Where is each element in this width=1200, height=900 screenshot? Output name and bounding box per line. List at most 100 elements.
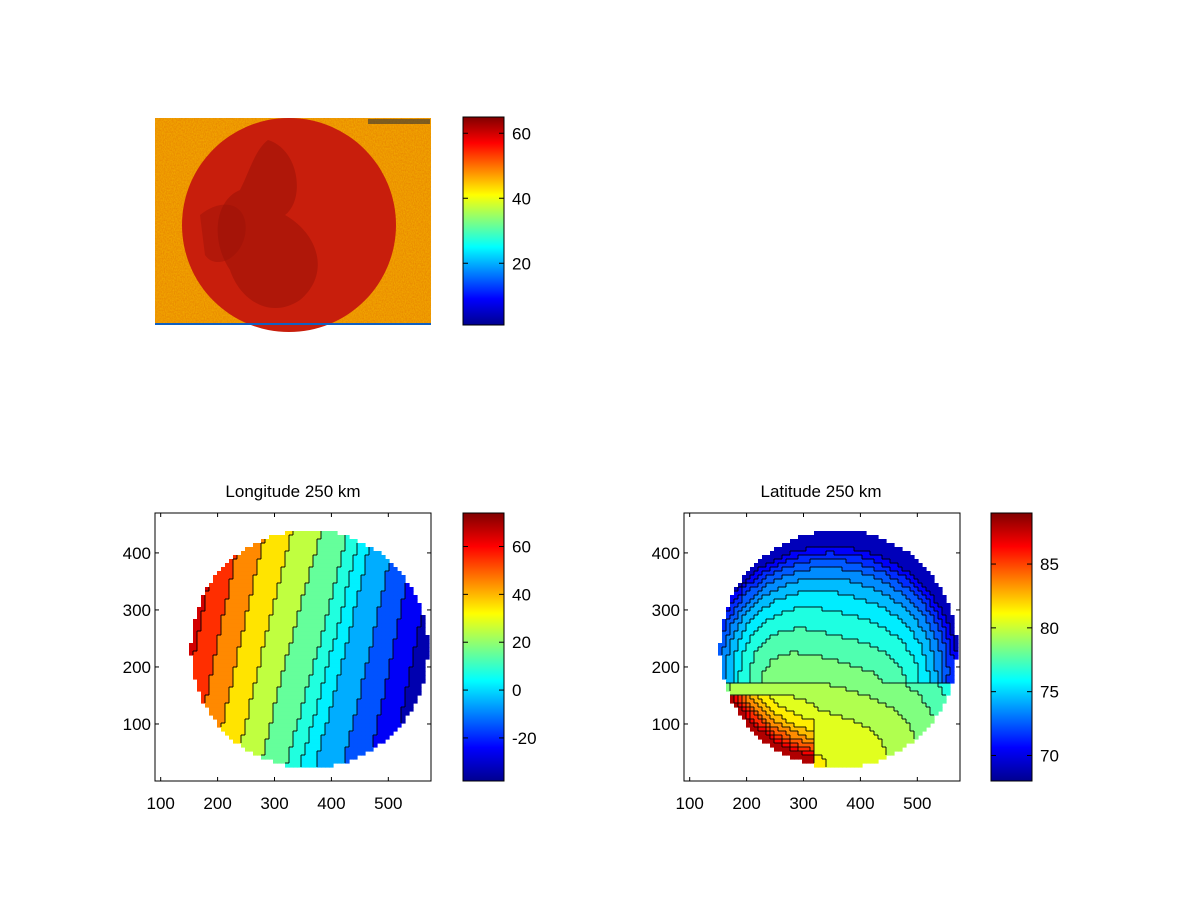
longitude-contour-cell [397, 683, 402, 688]
longitude-contour-cell [245, 735, 250, 740]
longitude-contour-cell [205, 699, 210, 704]
latitude-contour-cell [830, 759, 835, 764]
longitude-contour-cell [293, 663, 298, 668]
latitude-contour-cell [730, 695, 735, 700]
latitude-contour-cell [910, 719, 915, 724]
longitude-contour-cell [361, 663, 366, 668]
latitude-contour-cell [922, 683, 927, 688]
longitude-contour-cell [325, 563, 330, 568]
longitude-contour-cell [277, 579, 282, 584]
longitude-contour-cell [401, 671, 406, 676]
latitude-contour-cell [834, 663, 839, 668]
latitude-contour-cell [870, 659, 875, 664]
longitude-contour-cell [297, 591, 302, 596]
latitude-contour-cell [850, 671, 855, 676]
longitude-contour-cell [397, 711, 402, 716]
longitude-contour-cell [397, 675, 402, 680]
latitude-contour-cell [874, 711, 879, 716]
longitude-contour-cell [341, 595, 346, 600]
latitude-contour-cell [858, 735, 863, 740]
longitude-contour-cell [233, 611, 238, 616]
longitude-contour-cell [325, 731, 330, 736]
longitude-contour-cell [241, 659, 246, 664]
longitude-contour-cell [285, 667, 290, 672]
longitude-contour-cell [237, 643, 242, 648]
longitude-contour-cell [249, 707, 254, 712]
latitude-contour-cell [850, 687, 855, 692]
longitude-contour-cell [249, 575, 254, 580]
latitude-contour-cell [794, 663, 799, 668]
longitude-contour-cell [309, 711, 314, 716]
longitude-contour-cell [337, 691, 342, 696]
longitude-contour-cell [209, 587, 214, 592]
longitude-contour-cell [241, 687, 246, 692]
latitude-contour-cell [762, 687, 767, 692]
longitude-contour-cell [261, 691, 266, 696]
longitude-contour-cell [249, 735, 254, 740]
longitude-contour-cell [357, 727, 362, 732]
latitude-contour-cell [862, 647, 867, 652]
longitude-contour-cell [285, 679, 290, 684]
longitude-contour-cell [241, 559, 246, 564]
longitude-contour-cell [277, 723, 282, 728]
longitude-contour-cell [253, 591, 258, 596]
longitude-contour-cell [377, 707, 382, 712]
latitude-contour-cell [886, 747, 891, 752]
longitude-contour-cell [421, 643, 426, 648]
longitude-contour-cell [273, 739, 278, 744]
raw-image-colorbar-tick-label: 60 [512, 124, 531, 143]
latitude-contour-cell [798, 743, 803, 748]
latitude-contour-cell [890, 651, 895, 656]
latitude-contour-cell [858, 671, 863, 676]
latitude-contour-cell [754, 667, 759, 672]
longitude-contour-cell [217, 615, 222, 620]
longitude-contour-cell [281, 619, 286, 624]
longitude-contour-cell [277, 587, 282, 592]
latitude-contour-cell [806, 747, 811, 752]
longitude-contour-cell [377, 571, 382, 576]
latitude-contour-cell [910, 647, 915, 652]
latitude-contour-cell [930, 711, 935, 716]
longitude-contour-cell [269, 639, 274, 644]
longitude-contour-cell [353, 719, 358, 724]
longitude-contour-cell [333, 627, 338, 632]
latitude-contour-cell [742, 699, 747, 704]
longitude-contour-cell [385, 647, 390, 652]
longitude-contour-cell [325, 535, 330, 540]
latitude-contour-cell [794, 659, 799, 664]
longitude-contour-cell [305, 555, 310, 560]
latitude-contour-cell [794, 651, 799, 656]
longitude-contour-cell [245, 691, 250, 696]
longitude-contour-cell [277, 699, 282, 704]
longitude-contour-cell [229, 723, 234, 728]
latitude-contour-cell [902, 735, 907, 740]
longitude-contour-cell [333, 531, 338, 536]
longitude-contour-cell [301, 591, 306, 596]
latitude-contour-cell [942, 643, 947, 648]
latitude-contour-cell [870, 747, 875, 752]
longitude-contour-cell [325, 587, 330, 592]
longitude-contour-cell [201, 643, 206, 648]
longitude-contour-cell [361, 695, 366, 700]
latitude-contour-cell [866, 643, 871, 648]
longitude-contour-cell [365, 551, 370, 556]
longitude-contour-cell [257, 547, 262, 552]
longitude-contour-cell [261, 715, 266, 720]
longitude-contour-cell [257, 675, 262, 680]
longitude-contour-cell [353, 543, 358, 548]
longitude-contour-cell [309, 695, 314, 700]
longitude-contour-cell [393, 631, 398, 636]
latitude-contour-cell [822, 739, 827, 744]
longitude-contour-cell [293, 571, 298, 576]
longitude-contour-cell [297, 691, 302, 696]
latitude-contour-cell [778, 743, 783, 748]
latitude-contour-cell [818, 655, 823, 660]
latitude-contour-cell [878, 711, 883, 716]
longitude-contour-cell [253, 655, 258, 660]
longitude-contour-cell [381, 739, 386, 744]
longitude-contour-cell [329, 547, 334, 552]
latitude-contour-cell [790, 663, 795, 668]
longitude-contour-cell [337, 611, 342, 616]
longitude-contour-cell [333, 667, 338, 672]
